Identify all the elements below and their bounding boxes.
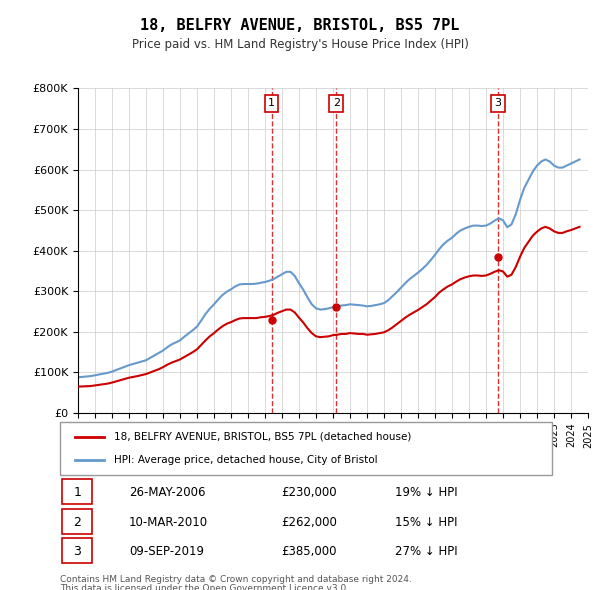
Text: 10-MAR-2010: 10-MAR-2010 bbox=[129, 516, 208, 529]
Text: This data is licensed under the Open Government Licence v3.0.: This data is licensed under the Open Gov… bbox=[60, 584, 349, 590]
Text: 18, BELFRY AVENUE, BRISTOL, BS5 7PL (detached house): 18, BELFRY AVENUE, BRISTOL, BS5 7PL (det… bbox=[114, 432, 412, 442]
FancyBboxPatch shape bbox=[62, 538, 92, 563]
Text: 1: 1 bbox=[268, 98, 275, 108]
Text: 19% ↓ HPI: 19% ↓ HPI bbox=[395, 486, 457, 499]
Text: 18, BELFRY AVENUE, BRISTOL, BS5 7PL: 18, BELFRY AVENUE, BRISTOL, BS5 7PL bbox=[140, 18, 460, 32]
Text: 3: 3 bbox=[494, 98, 501, 108]
Text: Price paid vs. HM Land Registry's House Price Index (HPI): Price paid vs. HM Land Registry's House … bbox=[131, 38, 469, 51]
Text: 1: 1 bbox=[73, 486, 81, 499]
FancyBboxPatch shape bbox=[62, 479, 92, 504]
Text: £385,000: £385,000 bbox=[281, 545, 337, 558]
Text: 2: 2 bbox=[73, 516, 81, 529]
Text: Contains HM Land Registry data © Crown copyright and database right 2024.: Contains HM Land Registry data © Crown c… bbox=[60, 575, 412, 584]
Text: 26-MAY-2006: 26-MAY-2006 bbox=[129, 486, 205, 499]
Text: £230,000: £230,000 bbox=[281, 486, 337, 499]
FancyBboxPatch shape bbox=[60, 422, 552, 475]
FancyBboxPatch shape bbox=[62, 509, 92, 533]
Text: 3: 3 bbox=[73, 545, 81, 558]
Text: £262,000: £262,000 bbox=[281, 516, 337, 529]
Text: 09-SEP-2019: 09-SEP-2019 bbox=[129, 545, 204, 558]
Text: 2: 2 bbox=[332, 98, 340, 108]
Text: HPI: Average price, detached house, City of Bristol: HPI: Average price, detached house, City… bbox=[114, 455, 378, 465]
Text: 27% ↓ HPI: 27% ↓ HPI bbox=[395, 545, 457, 558]
Text: 15% ↓ HPI: 15% ↓ HPI bbox=[395, 516, 457, 529]
